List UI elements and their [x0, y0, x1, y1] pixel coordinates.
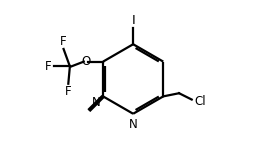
Text: I: I — [131, 14, 135, 27]
Text: N: N — [129, 118, 138, 131]
Text: N: N — [92, 96, 101, 109]
Text: F: F — [45, 60, 52, 73]
Text: F: F — [60, 35, 67, 48]
Text: F: F — [65, 85, 72, 98]
Text: Cl: Cl — [194, 95, 206, 108]
Text: O: O — [81, 55, 90, 68]
